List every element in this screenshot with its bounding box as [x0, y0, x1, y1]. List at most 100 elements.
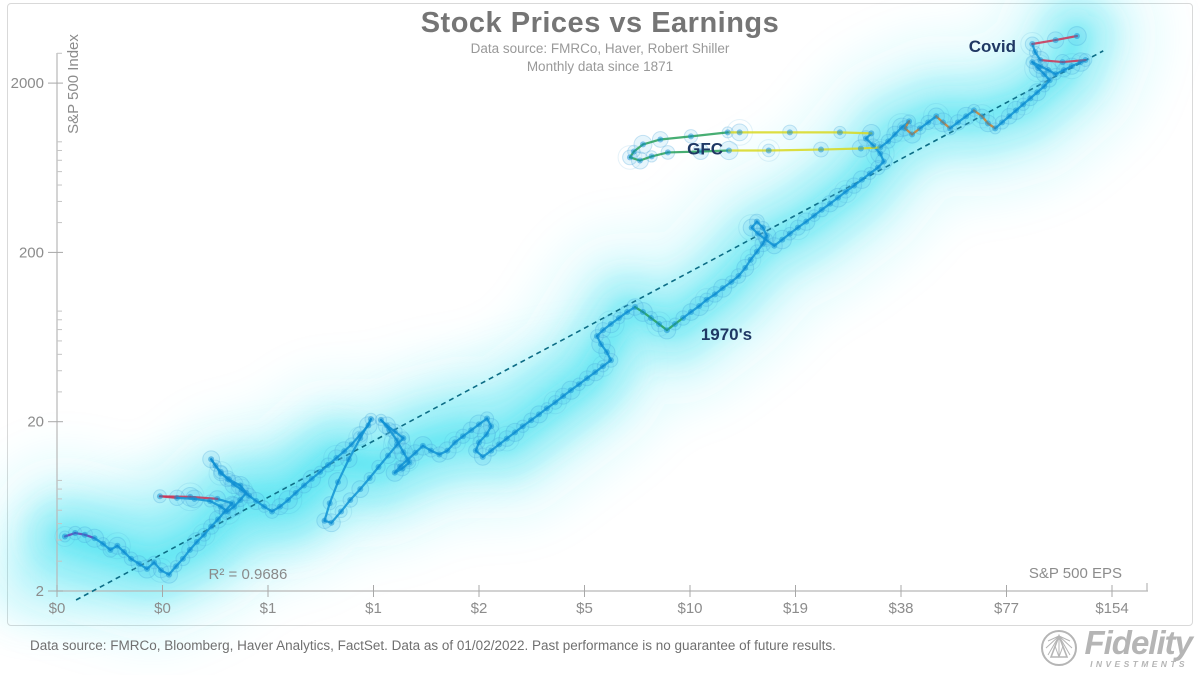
data-point	[214, 495, 221, 502]
data-point	[672, 321, 679, 328]
data-point	[947, 125, 954, 132]
data-point	[607, 321, 614, 328]
data-point	[640, 141, 647, 148]
data-point	[476, 439, 482, 446]
data-point	[253, 498, 260, 505]
data-point-halo-outer	[493, 425, 520, 452]
data-point	[963, 113, 970, 120]
data-point	[735, 273, 742, 280]
data-point	[452, 439, 459, 446]
data-point	[224, 508, 231, 515]
data-point	[496, 441, 503, 448]
data-path-segment	[838, 131, 873, 135]
data-point	[576, 381, 583, 388]
data-point	[811, 212, 818, 219]
data-point	[528, 417, 535, 424]
data-point	[484, 415, 491, 422]
data-point	[151, 559, 158, 566]
data-point	[357, 486, 364, 493]
data-point	[472, 447, 479, 454]
data-point	[827, 200, 834, 207]
data-point	[237, 496, 244, 503]
data-point	[1037, 57, 1044, 64]
fidelity-logo-name: Fidelity	[1084, 624, 1193, 661]
data-point	[231, 503, 238, 510]
data-point	[300, 482, 307, 489]
data-point	[385, 452, 392, 459]
data-point	[325, 461, 332, 468]
data-point	[753, 218, 760, 225]
data-path-segment	[1039, 58, 1064, 64]
data-point	[891, 131, 898, 138]
data-point	[885, 138, 892, 145]
data-point	[261, 503, 268, 510]
data-point	[664, 149, 671, 156]
data-point	[648, 153, 655, 160]
data-point	[157, 567, 164, 574]
data-point-halo-outer	[887, 113, 917, 142]
data-point	[503, 435, 510, 442]
data-point	[657, 136, 664, 143]
data-point	[687, 309, 694, 316]
data-path-segment	[323, 502, 331, 522]
x-tick-label: $1	[260, 600, 277, 617]
data-point	[347, 496, 354, 503]
data-point	[156, 493, 163, 500]
data-point	[488, 423, 495, 430]
data-point	[173, 563, 180, 570]
data-point-halo-outer	[617, 145, 643, 170]
data-point	[1013, 107, 1020, 114]
data-point	[1041, 71, 1048, 78]
data-point	[1029, 59, 1036, 66]
fidelity-pyramid-icon	[1041, 630, 1078, 666]
data-point	[954, 119, 961, 126]
data-point	[632, 304, 639, 311]
data-point-halo-outer	[1058, 53, 1085, 80]
x-axis-title: S&P 500 EPS	[1029, 565, 1122, 582]
x-tick-label: $77	[994, 600, 1019, 617]
data-point	[818, 206, 825, 213]
data-point	[687, 133, 694, 140]
data-point	[817, 146, 824, 153]
data-point	[444, 447, 451, 454]
data-point-halo-outer	[54, 525, 76, 547]
data-point	[786, 230, 793, 237]
data-point	[348, 441, 355, 448]
data-point	[999, 119, 1006, 126]
data-point	[626, 154, 633, 161]
data-point	[468, 427, 475, 434]
data-point	[107, 546, 114, 553]
data-point	[91, 535, 98, 542]
data-point	[308, 475, 315, 482]
data-point	[842, 188, 849, 195]
data-point	[1045, 67, 1052, 74]
data-point	[1060, 67, 1067, 74]
data-point	[874, 164, 881, 171]
data-point	[326, 500, 333, 507]
annotation-r-0-9686: R² = 0.9686	[209, 566, 288, 583]
y-tick-label: 2	[36, 583, 44, 600]
data-point	[366, 475, 373, 482]
data-point	[584, 375, 591, 382]
data-point	[224, 475, 231, 482]
data-point-halo-outer	[348, 426, 373, 451]
data-point	[1029, 40, 1036, 47]
data-point	[427, 447, 434, 454]
data-point	[984, 120, 991, 127]
data-point	[61, 533, 68, 540]
data-point	[479, 453, 486, 460]
data-point	[851, 182, 858, 189]
data-point	[759, 224, 766, 231]
data-point-halo-outer	[543, 390, 568, 415]
data-point	[208, 456, 215, 463]
data-point	[412, 449, 419, 456]
data-point	[483, 431, 490, 438]
data-point	[593, 333, 600, 340]
footer-disclaimer: Data source: FMRCo, Bloomberg, Haver Ana…	[30, 638, 836, 653]
data-path-segment	[666, 150, 702, 154]
data-point	[246, 492, 253, 499]
data-point	[663, 327, 670, 334]
data-point-halo-outer	[330, 500, 353, 523]
data-point	[567, 387, 574, 394]
data-point	[647, 315, 654, 322]
